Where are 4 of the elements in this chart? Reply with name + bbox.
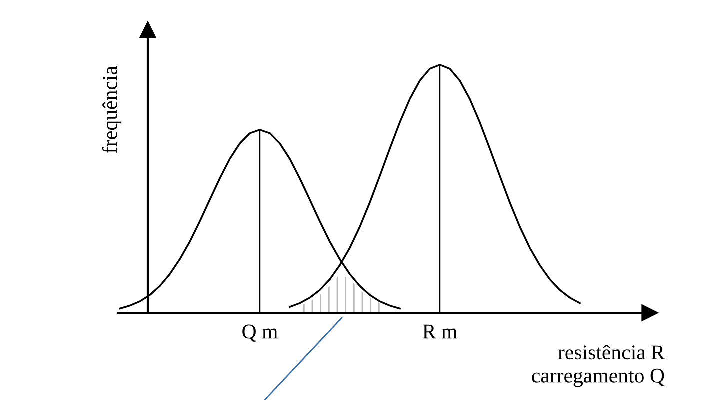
x-tick-label: R m <box>422 324 458 339</box>
y-axis-title: frequência <box>102 66 122 154</box>
x-axis-title: resistência R carregamento Q <box>532 344 665 388</box>
x-tick-label: Q m <box>242 324 278 342</box>
